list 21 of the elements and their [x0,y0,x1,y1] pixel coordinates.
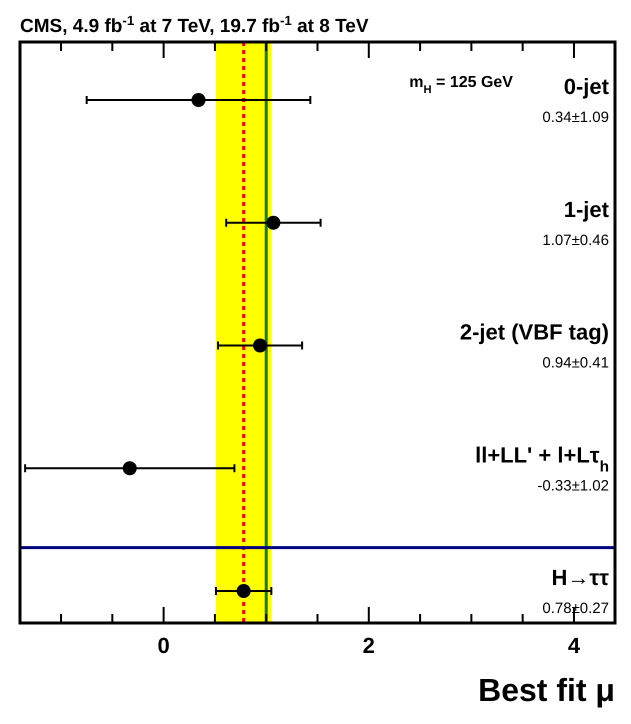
point [236,584,251,598]
x-tick-label: 4 [568,633,581,658]
annotation: m$_{H}$ = 125 GeV [409,74,514,96]
annotation: 0.94±0.41 [542,354,609,372]
annotation: 0.78±0.27 [542,600,609,617]
chart-title: CMS, 4.9 fb$^{-1}$ at 7 TeV, 19.7 fb$^{-1}$ at 8 TeV [20,12,369,37]
x-tick-label: 0 [157,633,170,658]
y-tick-label: 2-jet (VBF tag) [460,320,609,344]
x-tick-label: 2 [362,633,375,658]
point [192,93,206,107]
y-tick-label: ll+LL' + l+Lτ$_{h}$ [475,442,609,475]
x-axis-title: Best fit μ [478,672,615,708]
y-tick-label: 1-jet [564,196,610,222]
y-tick-label: H→ττ [551,565,610,590]
point [253,338,268,352]
annotation: 1.07±0.46 [542,232,609,249]
annotation: -0.33±1.02 [537,477,609,494]
point [122,461,137,476]
point [266,216,280,230]
y-tick-label: 0-jet [564,74,610,99]
annotation: 0.34±1.09 [542,109,609,126]
